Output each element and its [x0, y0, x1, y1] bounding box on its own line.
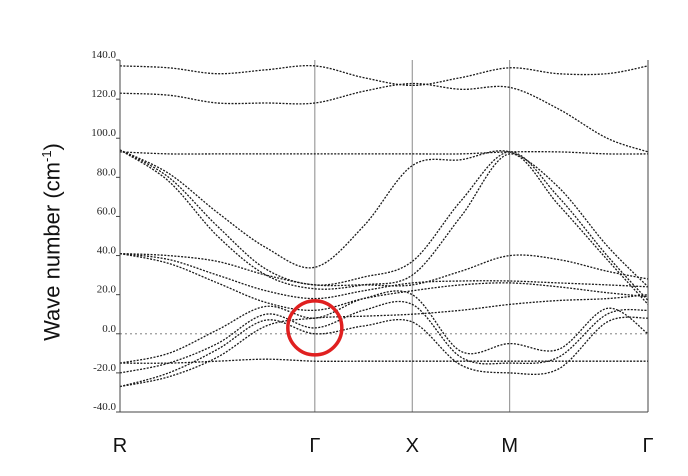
series-line-6 [119, 252, 649, 287]
series-line-9 [119, 358, 648, 364]
y-axis-title-unit-exponent: -1 [39, 150, 54, 162]
series-line-11 [119, 316, 649, 388]
axes-layer [116, 59, 649, 413]
y-tick-label: 140.0 [91, 49, 116, 61]
y-axis-title-close: ) [39, 143, 65, 151]
series-line-5 [119, 149, 649, 305]
y-tick-label: 120.0 [91, 88, 116, 100]
x-tick-label: M [501, 435, 518, 457]
labels-layer: 140.0 120.0 100.0 80.0 60.0 40.0 20.0 0.0 -20.0 -… [91, 49, 653, 457]
series-line-8 [119, 252, 649, 312]
y-tick-label: -20.0 [93, 362, 116, 374]
x-tick-label: Γ [309, 435, 320, 457]
x-tick-label: Γ [642, 435, 653, 457]
series-line-13 [119, 290, 649, 364]
series-line-12 [119, 300, 649, 374]
y-tick-label: 40.0 [97, 245, 117, 257]
highlight-layer [286, 299, 344, 357]
series-layer [119, 64, 649, 388]
y-tick-label: 0.0 [102, 323, 116, 335]
y-tick-label: -40.0 [93, 401, 116, 413]
y-tick-label: 60.0 [97, 205, 117, 217]
y-axis-title-text: Wave number (cm [39, 162, 65, 341]
series-line-2 [119, 151, 649, 155]
series-line-7 [119, 252, 649, 300]
y-tick-label: 20.0 [97, 284, 117, 296]
x-tick-label: R [113, 435, 127, 457]
series-line-10 [119, 294, 649, 388]
highlight-circle [286, 299, 344, 357]
series-line-0 [119, 64, 649, 87]
y-axis-title: Wave number (cm-1) [30, 52, 64, 432]
y-tick-label: 80.0 [97, 166, 117, 178]
y-tick-label: 100.0 [91, 127, 116, 139]
x-tick-label: X [406, 435, 419, 457]
series-line-1 [119, 82, 649, 153]
series-line-4 [119, 149, 649, 301]
